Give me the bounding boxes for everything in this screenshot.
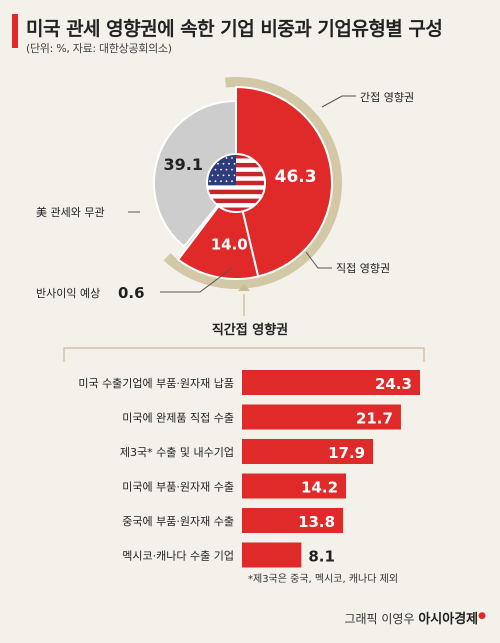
slice-value-label: 0.6 — [118, 284, 145, 302]
slice-name-label: 반사이익 예상 — [36, 287, 100, 300]
slice-value-label: 39.1 — [164, 155, 203, 174]
bar-category-label: 미국에 완제품 직접 수출 — [122, 412, 234, 425]
bar-value-label: 13.8 — [298, 513, 335, 531]
bar-value-label: 24.3 — [375, 375, 412, 393]
bar-category-label: 멕시코·캐나다 수출 기업 — [122, 550, 234, 563]
us-flag-icon — [207, 154, 265, 212]
leader-line — [321, 95, 356, 108]
title-accent-bar — [12, 14, 18, 48]
section-title-bg — [198, 318, 302, 340]
impact-ring-arc — [163, 77, 342, 289]
credit-brand: 아시아경제 — [418, 612, 479, 627]
credit-graphic: 그래픽 이영우 — [344, 612, 415, 626]
leader-line — [160, 267, 233, 293]
bar-value-label: 14.2 — [301, 479, 338, 497]
slice-value-label: 46.3 — [275, 167, 317, 187]
slice-name-label: 직접 영향권 — [336, 262, 390, 275]
bar-category-label: 중국에 부품·원자재 수출 — [122, 515, 234, 528]
bar — [242, 542, 302, 568]
slice-name-label: 간접 영향권 — [360, 91, 414, 104]
section-title: 직간접 영향권 — [212, 322, 288, 338]
slice-value-label: 14.0 — [211, 236, 248, 254]
bar-value-label: 21.7 — [356, 410, 393, 428]
bar — [242, 473, 347, 499]
flag-ring — [206, 153, 266, 213]
bar — [242, 439, 374, 464]
page-subtitle: (단위: %, 자료: 대한상공회의소) — [26, 42, 172, 55]
brand-mark-icon: ● — [478, 611, 486, 621]
footnote: *제3국은 중국, 멕시코, 캐나다 제외 — [248, 573, 398, 585]
bar-category-label: 제3국* 수출 및 내수기업 — [120, 446, 234, 459]
bar-category-label: 미국 수출기업에 부품·원자재 납품 — [78, 377, 234, 390]
bar — [242, 508, 344, 533]
bar-value-label: 8.1 — [308, 548, 335, 566]
credit: 그래픽 이영우 아시아경제● — [344, 608, 486, 627]
bracket-arrow — [238, 284, 250, 291]
bar-value-label: 17.9 — [328, 444, 365, 462]
bar — [242, 404, 401, 430]
bracket-line — [63, 347, 425, 362]
bar — [242, 370, 420, 395]
bar-category-label: 미국에 부품·원자재 수출 — [122, 481, 234, 494]
leader-line — [305, 251, 332, 269]
page-title: 미국 관세 영향권에 속한 기업 비중과 기업유형별 구성 — [26, 18, 443, 40]
slice-name-label: 美 관세와 무관 — [36, 206, 105, 219]
